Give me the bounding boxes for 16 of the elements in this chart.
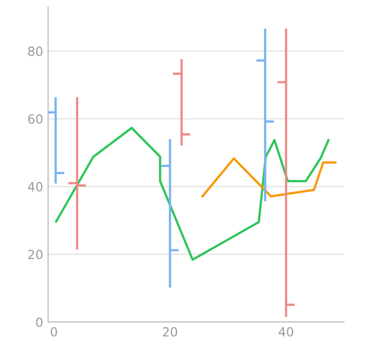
x-tick-label: 0 bbox=[50, 327, 58, 337]
y-tick-label: 80 bbox=[28, 46, 42, 56]
candlestick bbox=[48, 96, 64, 185]
line-series bbox=[55, 126, 330, 261]
candlestick bbox=[277, 28, 295, 318]
y-tick-label: 40 bbox=[28, 182, 42, 192]
candlestick bbox=[172, 58, 190, 147]
line-series bbox=[201, 157, 337, 198]
x-tick-label: 20 bbox=[162, 327, 178, 337]
y-tick-label: 60 bbox=[28, 114, 42, 124]
y-tick-label: 20 bbox=[28, 250, 42, 260]
candlestick bbox=[256, 28, 274, 203]
candlestick bbox=[68, 96, 86, 251]
candlestick bbox=[161, 138, 179, 289]
x-tick-label: 40 bbox=[278, 327, 294, 337]
y-tick-label: 0 bbox=[36, 317, 42, 327]
